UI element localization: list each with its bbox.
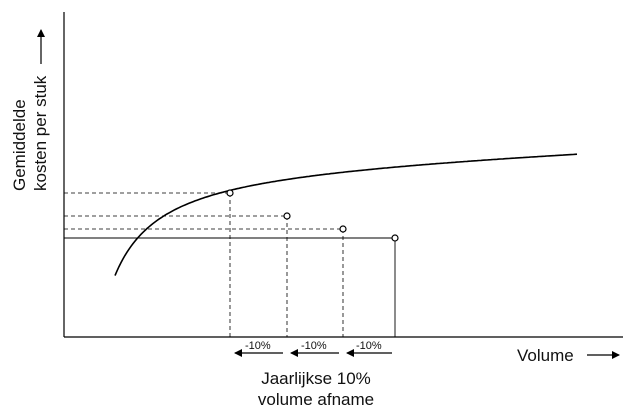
curve-point-4 (391, 234, 399, 242)
x-axis-label: Volume (517, 346, 574, 365)
average-cost-curve (114, 153, 578, 276)
y-axis-label-line1: Gemiddelde (10, 99, 29, 191)
curve-point-3 (339, 225, 347, 233)
caption-line2: volume afname (258, 390, 374, 409)
step-label-1: -10% (245, 340, 271, 352)
curve-point-2 (283, 212, 291, 220)
curve-point-1 (226, 189, 234, 197)
caption-line1: Jaarlijkse 10% (261, 369, 371, 388)
step-label-2: -10% (301, 340, 327, 352)
y-axis-label-line2: kosten per stuk (31, 75, 50, 191)
step-label-3: -10% (356, 340, 382, 352)
